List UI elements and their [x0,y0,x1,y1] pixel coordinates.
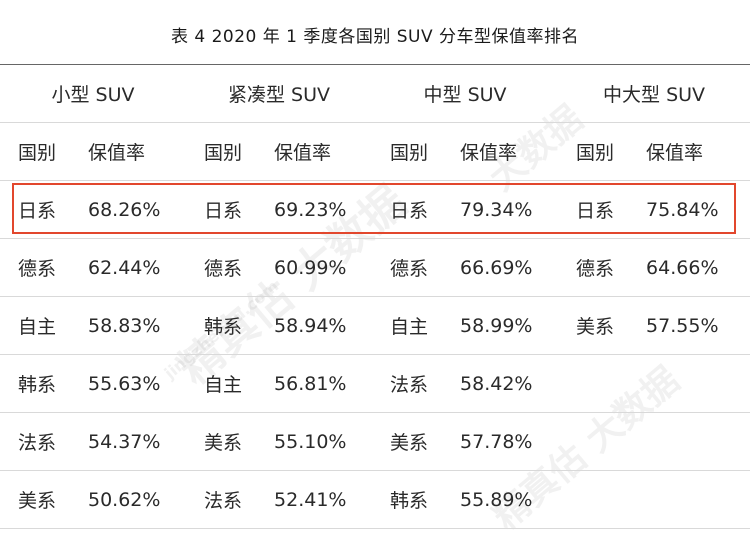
rate-cell: 66.69% [454,238,559,297]
rate-cell: 55.10% [268,412,373,471]
table-caption: 表 4 2020 年 1 季度各国别 SUV 分车型保值率排名 [170,27,580,47]
country-cell: 美系 [186,412,269,471]
rate-cell: 55.89% [454,470,559,529]
country-cell: 美系 [372,412,455,471]
column-header: 国别 [186,122,269,181]
country-cell: 韩系 [0,354,82,413]
group-header: 中大型 SUV [558,64,750,123]
country-cell: 韩系 [372,470,455,529]
country-cell: 自主 [0,296,82,355]
country-cell: 自主 [372,296,455,355]
sub-header-row: 国别 保值率 国别 保值率 国别 保值率 国别 保值率 [0,122,750,181]
country-cell: 日系 [372,180,455,239]
column-header: 国别 [372,122,455,181]
country-cell: 美系 [558,296,641,355]
column-header: 保值率 [268,122,373,181]
rate-cell: 58.42% [454,354,559,413]
rate-cell: 52.41% [268,470,373,529]
rate-cell: 62.44% [82,238,187,297]
country-cell: 韩系 [186,296,269,355]
group-header: 紧凑型 SUV [186,64,373,123]
country-cell: 德系 [558,238,641,297]
table-row: 自主 58.83% 韩系 58.94% 自主 58.99% 美系 57.55% [0,296,750,355]
country-cell [558,470,641,529]
country-cell: 德系 [186,238,269,297]
rate-cell: 54.37% [82,412,187,471]
country-cell: 法系 [186,470,269,529]
country-cell: 德系 [372,238,455,297]
rate-cell: 60.99% [268,238,373,297]
rate-cell: 50.62% [82,470,187,529]
table-row: 法系 54.37% 美系 55.10% 美系 57.78% [0,412,750,471]
country-cell [558,412,641,471]
rate-cell: 58.83% [82,296,187,355]
rate-cell: 58.94% [268,296,373,355]
rate-cell: 68.26% [82,180,187,239]
country-cell: 法系 [372,354,455,413]
group-header: 小型 SUV [0,64,187,123]
rate-cell: 75.84% [640,180,750,239]
country-cell: 美系 [0,470,82,529]
table-row: 美系 50.62% 法系 52.41% 韩系 55.89% [0,470,750,529]
table-row: 德系 62.44% 德系 60.99% 德系 66.69% 德系 64.66% [0,238,750,297]
rate-cell: 57.78% [454,412,559,471]
country-cell: 日系 [186,180,269,239]
country-cell: 日系 [558,180,641,239]
rate-cell: 58.99% [454,296,559,355]
country-cell: 日系 [0,180,82,239]
table-row: 日系 68.26% 日系 69.23% 日系 79.34% 日系 75.84% [0,180,750,239]
rate-cell: 79.34% [454,180,559,239]
column-header: 保值率 [640,122,750,181]
table-row: 韩系 55.63% 自主 56.81% 法系 58.42% [0,354,750,413]
column-header: 保值率 [454,122,559,181]
rate-cell: 64.66% [640,238,750,297]
country-cell: 自主 [186,354,269,413]
country-cell [558,354,641,413]
rate-cell [640,412,750,471]
group-header-row: 小型 SUV 紧凑型 SUV 中型 SUV 中大型 SUV [0,64,750,123]
rate-cell: 55.63% [82,354,187,413]
group-header: 中型 SUV [372,64,559,123]
column-header: 国别 [558,122,641,181]
rate-cell [640,470,750,529]
rate-cell [640,354,750,413]
rate-cell: 57.55% [640,296,750,355]
column-header: 国别 [0,122,82,181]
country-cell: 德系 [0,238,82,297]
rate-cell: 69.23% [268,180,373,239]
country-cell: 法系 [0,412,82,471]
column-header: 保值率 [82,122,187,181]
suv-retention-table: 小型 SUV 紧凑型 SUV 中型 SUV 中大型 SUV 国别 保值率 国别 … [0,64,750,529]
rate-cell: 56.81% [268,354,373,413]
